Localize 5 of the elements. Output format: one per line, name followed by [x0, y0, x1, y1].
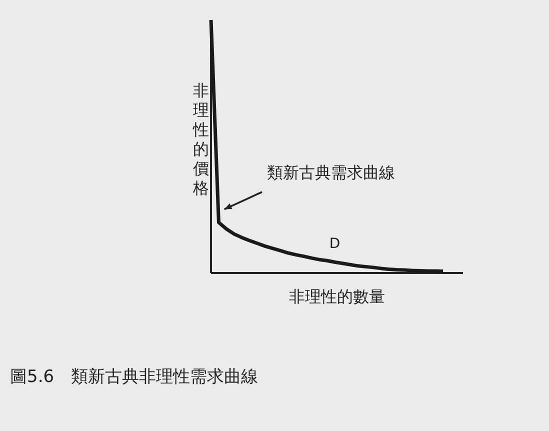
x-axis-title: 非理性的數量 [289, 287, 385, 306]
annotation: 類新古典需求曲線 [267, 163, 395, 182]
caption: 圖5.6 類新古典非理性需求曲線 [10, 367, 258, 387]
y-axis-title: 非理性的價格 [192, 81, 209, 198]
series-label: D [329, 236, 340, 252]
